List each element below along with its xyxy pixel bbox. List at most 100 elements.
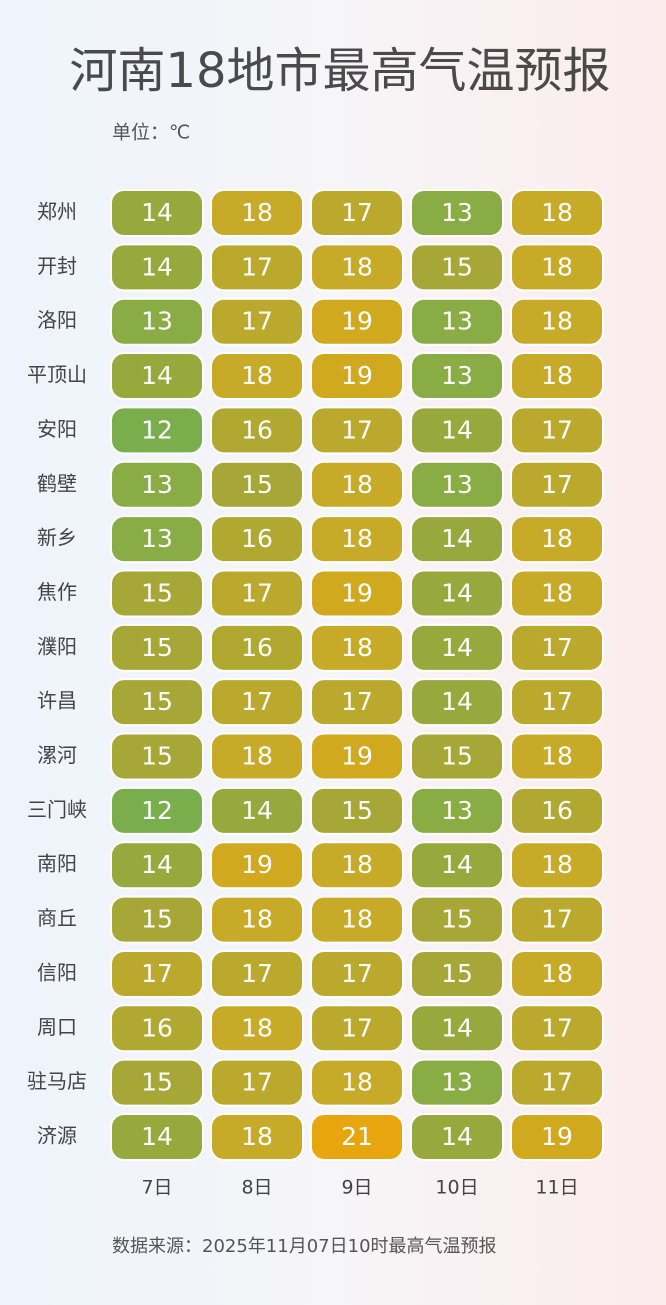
heat-cell [110, 841, 204, 890]
heat-cell [210, 1004, 304, 1053]
cell-label: 18 [541, 524, 573, 553]
heat-cell [410, 949, 504, 998]
heat-cell [510, 895, 604, 944]
heat-cell [110, 569, 204, 618]
cell-label: 13 [141, 524, 173, 553]
heat-cell [310, 460, 404, 509]
cell-label: 17 [241, 578, 273, 607]
cell-label: 17 [341, 1013, 373, 1042]
heat-cell [110, 1058, 204, 1107]
heat-cell [410, 406, 504, 455]
heat-cell [510, 515, 604, 564]
cell-label: 14 [441, 633, 473, 662]
heat-cell [510, 569, 604, 618]
cell-label: 15 [241, 470, 273, 499]
cell-label: 14 [441, 524, 473, 553]
cell-label: 19 [341, 307, 373, 336]
x-tick-label: 10日 [435, 1177, 478, 1199]
row-label: 开封 [37, 254, 77, 278]
heat-cell [210, 895, 304, 944]
heat-cell [310, 297, 404, 346]
heat-cell [210, 352, 304, 401]
chart-title: 河南18地市最高气温预报 [69, 43, 610, 99]
heat-cell [210, 786, 304, 835]
cell-label: 18 [341, 905, 373, 934]
cell-label: 18 [341, 470, 373, 499]
cell-label: 18 [541, 742, 573, 771]
heat-cell [110, 515, 204, 564]
cell-label: 17 [241, 1068, 273, 1097]
row-label: 安阳 [37, 417, 77, 441]
cell-label: 12 [141, 796, 173, 825]
row-label: 三门峡 [27, 797, 87, 821]
heat-cell [110, 406, 204, 455]
heat-cell [310, 678, 404, 727]
heat-cell [310, 1004, 404, 1053]
cell-label: 15 [141, 905, 173, 934]
cell-label: 18 [541, 307, 573, 336]
heat-cell [410, 786, 504, 835]
heat-cell [510, 841, 604, 890]
cell-label: 14 [441, 1122, 473, 1151]
cell-label: 18 [241, 361, 273, 390]
x-tick-label: 8日 [241, 1177, 272, 1199]
row-label: 漯河 [37, 743, 77, 767]
heat-cell [510, 1004, 604, 1053]
cell-label: 18 [241, 1122, 273, 1151]
heat-cell [110, 623, 204, 672]
cell-label: 13 [441, 307, 473, 336]
row-label: 平顶山 [27, 363, 87, 387]
row-label: 南阳 [37, 852, 77, 876]
cell-label: 13 [441, 470, 473, 499]
heat-cell [110, 189, 204, 237]
cell-label: 14 [141, 361, 173, 390]
heat-cell [410, 1004, 504, 1053]
heat-cell [510, 243, 604, 292]
heat-cell [510, 1113, 604, 1161]
row-label: 濮阳 [37, 634, 77, 658]
cell-label: 18 [241, 905, 273, 934]
heat-cell [310, 406, 404, 455]
cell-label: 12 [141, 415, 173, 444]
cell-label: 16 [241, 524, 273, 553]
heat-cell [310, 841, 404, 890]
heat-cell [510, 732, 604, 781]
cell-label: 17 [341, 198, 373, 227]
cell-label: 15 [141, 633, 173, 662]
cell-label: 19 [341, 742, 373, 771]
heat-cell [210, 1113, 304, 1161]
heat-cell [310, 1058, 404, 1107]
cell-label: 14 [441, 415, 473, 444]
heat-cell [510, 786, 604, 835]
cell-label: 19 [341, 361, 373, 390]
cell-label: 18 [541, 578, 573, 607]
heat-cell [310, 515, 404, 564]
cell-label: 17 [541, 905, 573, 934]
cell-label: 21 [341, 1122, 373, 1151]
heat-cell [310, 895, 404, 944]
row-label: 商丘 [37, 906, 77, 930]
heat-cell [510, 189, 604, 237]
heat-cell [210, 189, 304, 237]
cell-label: 18 [341, 633, 373, 662]
heat-cell [410, 189, 504, 237]
cell-label: 16 [141, 1013, 173, 1042]
heat-cell [410, 841, 504, 890]
cell-label: 18 [341, 850, 373, 879]
cell-label: 18 [541, 198, 573, 227]
heat-cell [410, 243, 504, 292]
heat-cell [410, 569, 504, 618]
cell-label: 17 [341, 415, 373, 444]
cell-label: 17 [541, 415, 573, 444]
row-label: 许昌 [37, 689, 77, 713]
heat-cell [410, 515, 504, 564]
heat-cell [410, 297, 504, 346]
cell-label: 15 [141, 742, 173, 771]
heat-cell [210, 678, 304, 727]
heat-cell [310, 949, 404, 998]
row-label: 周口 [37, 1015, 77, 1039]
cell-label: 14 [441, 687, 473, 716]
heat-cell [110, 678, 204, 727]
row-label: 新乡 [37, 526, 77, 550]
